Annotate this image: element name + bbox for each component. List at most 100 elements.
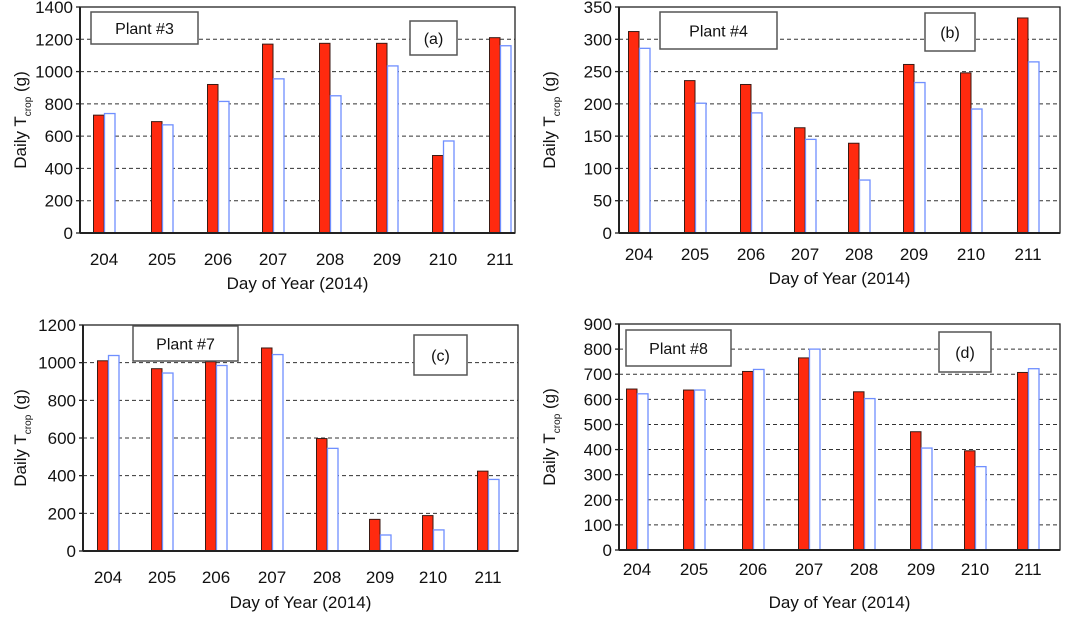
x-tick-label: 208 [850,560,878,579]
y-tick-label: 600 [48,429,76,448]
x-tick-label: 211 [1014,245,1041,264]
bar-red [151,368,163,552]
y-tick-label: 400 [48,467,76,486]
plant-label-box [625,329,732,367]
x-tick-label: 206 [737,245,765,264]
chart-panel-d: 0 100 200 300 400 500 600 700 800 900 204 205 206 207… [533,305,1066,614]
x-tick-label: 210 [961,560,989,579]
bar-blue [920,447,933,551]
x-tick-label: 205 [680,560,708,579]
bar-red [1017,17,1029,234]
x-tick-label: 204 [90,250,118,269]
bar-blue [693,389,706,551]
bar-red [848,142,860,234]
x-tick-label: 206 [202,568,230,587]
bar-red [369,518,381,552]
y-tick-label: 200 [584,491,612,510]
chart-c-svg: 0 200 400 600 800 1000 1200 204 205 206 207 208 209 2… [11,316,519,612]
x-tick-label: 207 [795,560,823,579]
x-tick-label: 209 [366,568,394,587]
bar-blue [638,47,651,234]
x-tick-label: 209 [373,250,401,269]
x-tick-label: 207 [259,250,287,269]
x-axis-label: Day of Year (2014) [227,274,369,293]
panel-letter: (a) [424,31,444,48]
bar-blue [432,529,445,552]
plant-label-box [659,11,778,50]
chart-d-svg: 0 100 200 300 400 500 600 700 800 900 204 205 206 207… [540,315,1061,612]
y-tick-label: 150 [584,127,612,146]
bar-red [1017,371,1029,551]
bar-red [316,438,328,552]
y-tick-label: 1200 [35,30,73,49]
x-tick-label: 205 [148,568,176,587]
bar-red [684,80,696,234]
y-tick-label: 50 [593,192,612,211]
y-tick-label: 0 [64,224,73,243]
panel-letter-box [413,334,468,376]
plant-label-box [132,325,239,362]
x-axis-label: Day of Year (2014) [769,593,911,612]
bar-blue [858,179,871,234]
x-tick-label: 204 [625,245,653,264]
bar-blue [750,112,763,234]
bar-blue [161,124,174,234]
panel-letter-box [409,20,458,56]
bar-red [626,388,638,551]
chart-panel-a: 0 200 400 600 800 1000 1200 1400 204 205 206 207 208… [0,0,533,305]
y-tick-label: 200 [45,192,73,211]
plant-label-box [90,11,199,45]
y-axis-label: Daily Tcrop (g) [11,389,34,487]
bar-red [960,72,972,234]
bar-red [151,121,163,234]
y-tick-label: 1000 [38,354,76,373]
x-tick-label: 211 [486,250,513,269]
bar-blue [103,112,116,234]
bar-red [207,83,219,234]
bar-blue [863,397,876,551]
bar-red [489,37,501,234]
x-tick-label: 208 [316,250,344,269]
x-tick-label: 210 [957,245,985,264]
bar-blue [694,102,707,234]
y-tick-label: 100 [584,159,612,178]
y-tick-label: 1200 [38,316,76,335]
bar-blue [499,45,512,234]
bar-blue [217,100,230,234]
y-tick-label: 0 [67,542,76,561]
bar-blue [974,465,987,551]
plant-label: Plant #3 [115,21,174,38]
y-tick-label: 800 [48,391,76,410]
bar-red [477,470,489,552]
chart-a-svg: 0 200 400 600 800 1000 1200 1400 204 205 206 207 208… [11,0,516,293]
y-tick-label: 300 [584,466,612,485]
y-tick-label: 600 [45,127,73,146]
bar-blue [1027,61,1040,234]
x-tick-label: 209 [900,245,928,264]
bar-red [798,357,810,551]
bar-red [205,361,217,552]
bar-blue [913,81,926,234]
bar-red [794,127,806,234]
x-tick-label: 208 [313,568,341,587]
bar-blue [487,478,500,552]
y-tick-label: 400 [45,159,73,178]
x-tick-label: 211 [474,568,501,587]
bar-red [628,31,640,234]
x-tick-label: 208 [845,245,873,264]
bar-blue [271,353,284,552]
y-tick-label: 600 [584,390,612,409]
x-tick-label: 206 [739,560,767,579]
bar-blue [386,65,399,234]
bar-red [262,43,274,234]
plant-label: Plant #4 [689,24,748,41]
y-tick-label: 200 [48,504,76,523]
x-tick-label: 205 [148,250,176,269]
x-axis-label: Day of Year (2014) [769,269,911,288]
bar-blue [442,140,455,234]
panel-letter: (b) [940,25,960,42]
bar-red [683,389,695,551]
x-tick-label: 205 [681,245,709,264]
bar-blue [970,108,983,234]
y-tick-label: 250 [584,63,612,82]
